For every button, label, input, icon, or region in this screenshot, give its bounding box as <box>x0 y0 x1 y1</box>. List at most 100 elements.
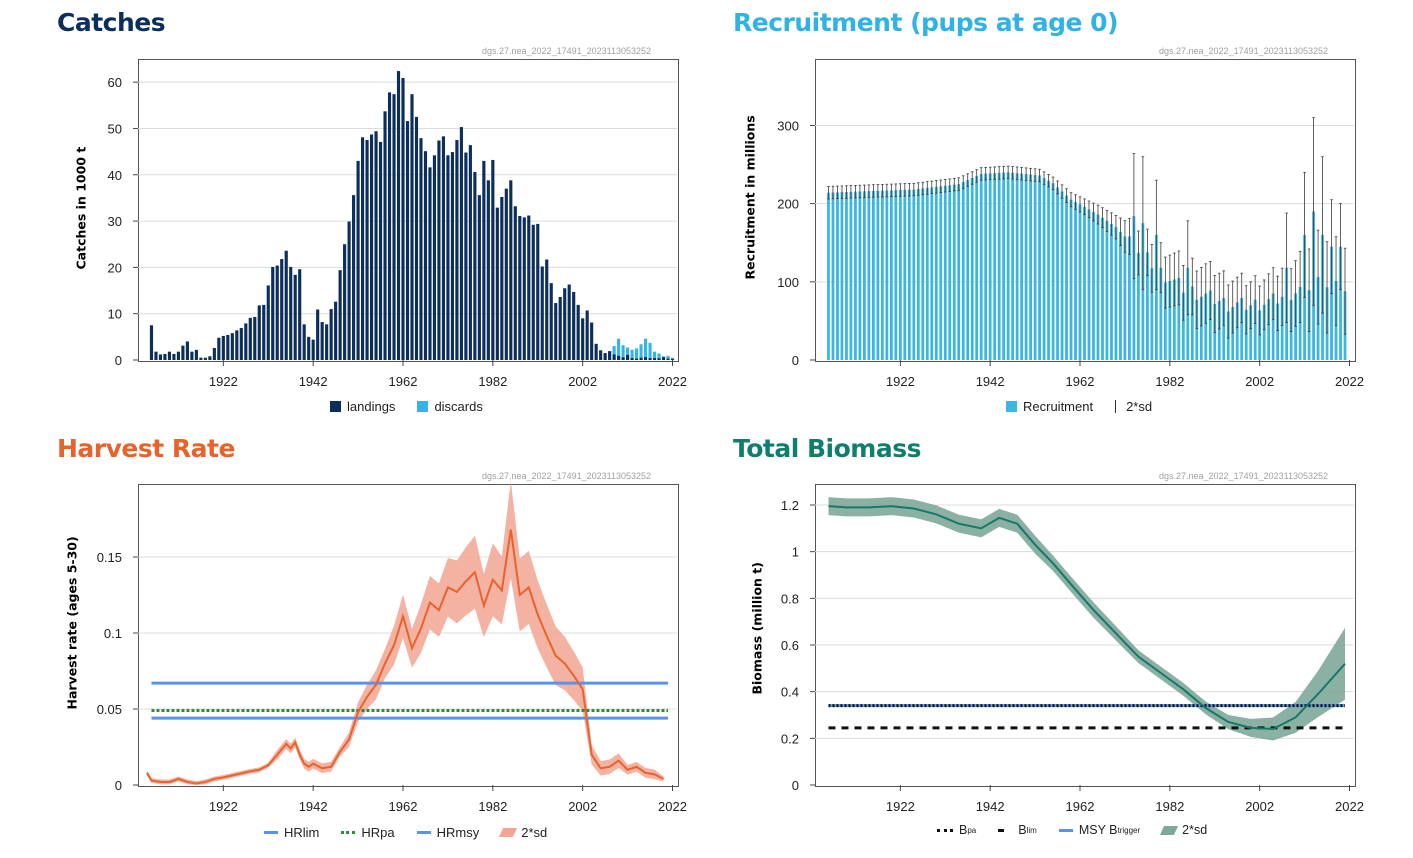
legend-discards-label: discards <box>434 399 483 414</box>
landings-bar <box>199 357 203 360</box>
discards-bar <box>626 347 630 360</box>
discards-bar <box>643 338 648 360</box>
discards-bar <box>670 357 675 360</box>
landings-bar <box>356 160 360 360</box>
landings-bar <box>486 180 490 360</box>
landings-bar <box>545 259 549 360</box>
landings-bar <box>576 304 580 360</box>
recruitment-x-tick-label: 1982 <box>1155 374 1184 389</box>
recruitment-bar <box>993 173 997 360</box>
recruitment-bar <box>939 186 943 360</box>
recruitment-bar <box>1024 174 1028 360</box>
recruitment-bar <box>1056 187 1059 360</box>
legend-biomass-sd-label: 2*sd <box>1182 823 1208 837</box>
recruitment-bar <box>1060 191 1064 360</box>
recruitment-bar <box>1208 290 1212 360</box>
recruitment-bar <box>1096 214 1100 360</box>
recruitment-bar <box>930 187 934 360</box>
landings-bar <box>257 305 261 360</box>
landings-bar <box>361 137 365 360</box>
recruitment-bar <box>880 190 884 360</box>
biomass-watermark: dgs.27.nea_2022_17491_2023113053252 <box>1159 471 1329 481</box>
recruitment-bar <box>961 182 965 360</box>
landings-bar <box>289 266 293 360</box>
legend-blim-sub: lim <box>1026 825 1037 835</box>
recruitment-bar <box>1006 172 1010 360</box>
landings-bar <box>217 337 221 360</box>
landings-swatch <box>330 401 341 412</box>
landings-bar <box>280 259 284 360</box>
landings-bar <box>194 349 198 360</box>
biomass-sd-band <box>828 497 1346 741</box>
catches-x-tick-label: 1982 <box>478 374 507 389</box>
legend-hrlim-label: HRlim <box>284 825 320 840</box>
recruitment-y-tick-label: 300 <box>777 118 799 133</box>
landings-bar <box>455 140 459 360</box>
recruitment-bar <box>903 189 907 360</box>
recruitment-bar <box>952 184 956 360</box>
legend-landings-label: landings <box>347 399 396 414</box>
landings-bar <box>581 318 585 360</box>
recruitment-bar <box>1074 202 1077 360</box>
catches-watermark: dgs.27.nea_2022_17491_2023113053252 <box>482 46 652 56</box>
recruitment-bar <box>1145 252 1149 360</box>
harvest-title: Harvest Rate <box>57 434 235 463</box>
catches-x-tick-label: 1962 <box>389 374 418 389</box>
recruitment-bar <box>1172 279 1176 360</box>
catches-y-tick-label: 60 <box>108 75 122 90</box>
legend-hrpa-label: HRpa <box>361 825 395 840</box>
discards-bar <box>666 355 670 360</box>
recruitment-bar <box>984 173 988 360</box>
recruitment-bar <box>1231 306 1235 360</box>
catches-legend: landings discards <box>330 399 505 414</box>
recruitment-bar <box>912 189 916 360</box>
landings-bar <box>401 77 405 361</box>
harvest-y-tick-label: 0.05 <box>97 702 122 717</box>
landings-bar <box>652 358 657 360</box>
legend-msy-sub: trigger <box>1117 825 1141 835</box>
landings-bar <box>329 309 333 360</box>
catches-y-tick-label: 50 <box>108 121 122 136</box>
recruitment-bar <box>1262 304 1266 360</box>
legend-harvest-sd-label: 2*sd <box>521 825 548 840</box>
recruitment-bar <box>948 185 952 360</box>
landings-bar <box>302 324 306 360</box>
recruitment-bar <box>898 190 902 360</box>
legend-item-hrmsy: HRmsy <box>416 825 479 840</box>
landings-bar <box>482 160 486 360</box>
landings-bar <box>298 269 302 360</box>
catches-x-tick-label: 2022 <box>658 374 687 389</box>
recruitment-bar <box>840 192 844 360</box>
landings-bar <box>158 354 163 360</box>
recruitment-bar <box>1222 298 1226 360</box>
hrpa-swatch <box>341 831 356 834</box>
discards-bar <box>621 345 625 360</box>
recruitment-bar <box>1141 223 1145 360</box>
recruitment-bar <box>1092 211 1095 360</box>
recruitment-bar <box>934 186 938 360</box>
landings-bar <box>464 152 468 360</box>
recruitment-bar <box>921 188 925 360</box>
landings-bar <box>190 351 194 360</box>
recruitment-x-tick-label: 1942 <box>976 374 1005 389</box>
legend-msy-label: MSY B <box>1078 823 1118 837</box>
catches-y-tick-label: 40 <box>108 168 122 183</box>
landings-bar <box>325 324 329 360</box>
landings-bar <box>612 354 616 360</box>
legend-item-recruit-sd: 2*sd <box>1115 399 1152 414</box>
recruitment-bar <box>894 190 898 360</box>
recruitment-bar <box>966 180 970 360</box>
recruitment-bar <box>1105 220 1109 360</box>
landings-bar <box>149 325 154 360</box>
harvest-x-tick-label: 2022 <box>658 799 687 814</box>
recruitment-bar <box>1047 180 1050 360</box>
biomass-x-tick-label: 2022 <box>1335 799 1364 814</box>
recruitment-bar <box>1110 223 1113 360</box>
bpa-swatch <box>937 828 953 832</box>
landings-bar <box>203 357 207 360</box>
errorbar-swatch <box>1115 400 1117 413</box>
landings-bar <box>293 274 297 360</box>
legend-bpa-sub: pa <box>967 825 977 835</box>
